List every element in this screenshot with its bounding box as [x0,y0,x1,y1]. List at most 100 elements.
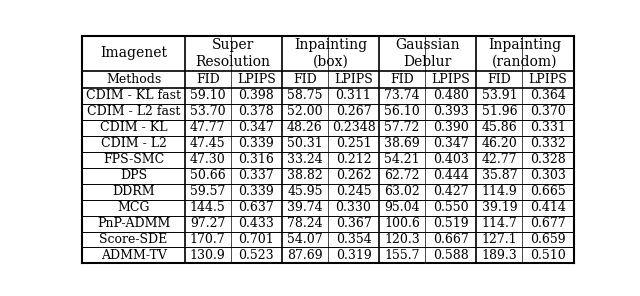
Text: 0.262: 0.262 [336,169,371,182]
Text: 0.267: 0.267 [336,105,371,118]
Text: 62.72: 62.72 [385,169,420,182]
Text: 45.86: 45.86 [481,121,517,134]
Text: FPS-SMC: FPS-SMC [103,153,164,166]
Text: Gaussian
Deblur: Gaussian Deblur [396,38,460,69]
Text: 0.393: 0.393 [433,105,468,118]
Text: 0.347: 0.347 [239,121,274,134]
Text: 33.24: 33.24 [287,153,323,166]
Text: 0.510: 0.510 [530,249,566,262]
Text: 57.72: 57.72 [385,121,420,134]
Text: 0.354: 0.354 [335,233,371,246]
Text: 39.74: 39.74 [287,201,323,214]
Text: 52.00: 52.00 [287,105,323,118]
Text: 0.303: 0.303 [530,169,566,182]
Text: DDRM: DDRM [112,185,155,198]
Text: 63.02: 63.02 [384,185,420,198]
Text: 0.677: 0.677 [530,217,566,230]
Text: 53.70: 53.70 [190,105,225,118]
Text: 189.3: 189.3 [481,249,517,262]
Text: Inpainting
(random): Inpainting (random) [488,38,561,69]
Text: 100.6: 100.6 [384,217,420,230]
Text: LPIPS: LPIPS [431,73,470,86]
Text: LPIPS: LPIPS [334,73,373,86]
Text: 0.378: 0.378 [239,105,274,118]
Text: 0.403: 0.403 [433,153,468,166]
Text: 0.390: 0.390 [433,121,468,134]
Text: 127.1: 127.1 [481,233,517,246]
Text: Score-SDE: Score-SDE [99,233,168,246]
Text: 0.370: 0.370 [530,105,566,118]
Text: 144.5: 144.5 [190,201,225,214]
Text: 0.316: 0.316 [238,153,274,166]
Text: 0.339: 0.339 [239,185,274,198]
Text: CDIM - KL: CDIM - KL [100,121,167,134]
Text: 45.95: 45.95 [287,185,323,198]
Text: 38.82: 38.82 [287,169,323,182]
Text: FID: FID [293,73,317,86]
Text: 39.19: 39.19 [481,201,517,214]
Text: FID: FID [488,73,511,86]
Text: MCG: MCG [117,201,150,214]
Text: CDIM - KL fast: CDIM - KL fast [86,89,181,102]
Text: Super
Resolution: Super Resolution [196,38,271,69]
Text: 0.251: 0.251 [336,137,371,150]
Text: 0.523: 0.523 [239,249,274,262]
Text: 97.27: 97.27 [190,217,225,230]
Text: 0.665: 0.665 [530,185,566,198]
Text: 35.87: 35.87 [481,169,517,182]
Text: 0.367: 0.367 [335,217,371,230]
Text: 0.550: 0.550 [433,201,468,214]
Text: 0.331: 0.331 [530,121,566,134]
Text: 155.7: 155.7 [385,249,420,262]
Text: 0.667: 0.667 [433,233,468,246]
Text: Inpainting
(box): Inpainting (box) [294,38,367,69]
Text: 114.9: 114.9 [481,185,517,198]
Text: 0.330: 0.330 [335,201,371,214]
Text: 0.480: 0.480 [433,89,468,102]
Text: 47.30: 47.30 [190,153,225,166]
Text: 130.9: 130.9 [190,249,225,262]
Text: 0.319: 0.319 [335,249,371,262]
Text: 0.2348: 0.2348 [332,121,376,134]
Text: 0.337: 0.337 [239,169,274,182]
Text: 54.07: 54.07 [287,233,323,246]
Text: ADMM-TV: ADMM-TV [100,249,166,262]
Text: 50.31: 50.31 [287,137,323,150]
Text: Imagenet: Imagenet [100,46,167,60]
Text: Methods: Methods [106,73,161,86]
Text: 0.519: 0.519 [433,217,468,230]
Text: 54.21: 54.21 [385,153,420,166]
Text: 78.24: 78.24 [287,217,323,230]
Text: 47.77: 47.77 [190,121,225,134]
Text: 59.10: 59.10 [190,89,225,102]
Text: 47.45: 47.45 [190,137,225,150]
Text: DPS: DPS [120,169,147,182]
Text: 51.96: 51.96 [481,105,517,118]
Text: 95.04: 95.04 [385,201,420,214]
Text: 53.91: 53.91 [481,89,517,102]
Text: 0.701: 0.701 [239,233,274,246]
Text: 87.69: 87.69 [287,249,323,262]
Text: LPIPS: LPIPS [237,73,276,86]
Text: 0.328: 0.328 [530,153,566,166]
Text: 0.637: 0.637 [239,201,274,214]
Text: PnP-ADMM: PnP-ADMM [97,217,170,230]
Text: 46.20: 46.20 [481,137,517,150]
Text: FID: FID [196,73,220,86]
Text: 50.66: 50.66 [190,169,225,182]
Text: 0.659: 0.659 [530,233,566,246]
Text: 59.57: 59.57 [190,185,225,198]
Text: 0.444: 0.444 [433,169,468,182]
Text: 170.7: 170.7 [190,233,225,246]
Text: 0.311: 0.311 [335,89,371,102]
Text: 0.212: 0.212 [336,153,371,166]
Text: CDIM - L2 fast: CDIM - L2 fast [87,105,180,118]
Text: 0.332: 0.332 [530,137,566,150]
Text: 42.77: 42.77 [482,153,517,166]
Text: 0.364: 0.364 [530,89,566,102]
Text: 56.10: 56.10 [384,105,420,118]
Text: LPIPS: LPIPS [529,73,568,86]
Text: 114.7: 114.7 [481,217,517,230]
Text: 120.3: 120.3 [384,233,420,246]
Text: 58.75: 58.75 [287,89,323,102]
